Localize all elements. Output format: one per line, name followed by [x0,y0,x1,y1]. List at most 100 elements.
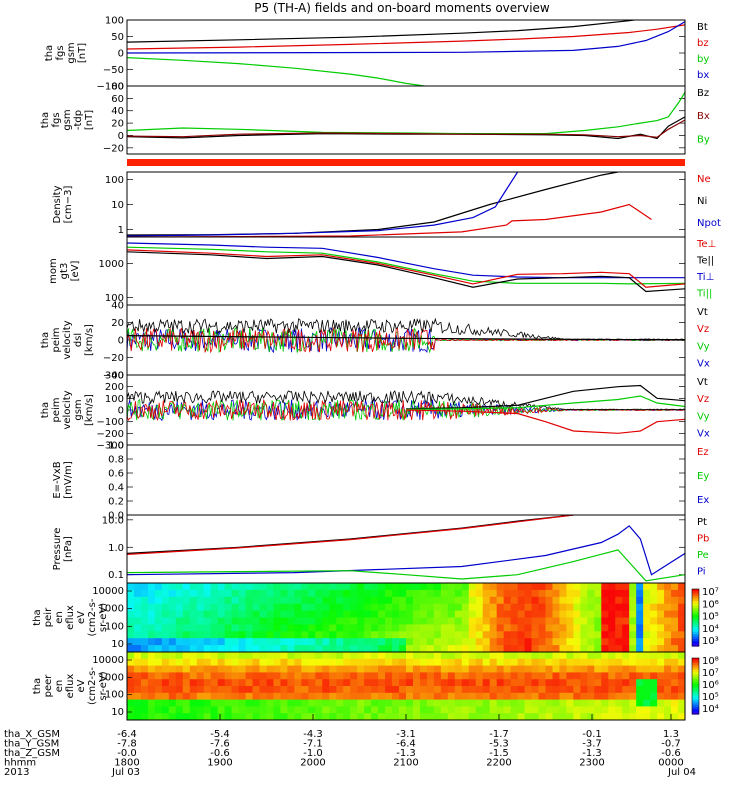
y-tick-label: 100 [105,394,124,405]
colorbar-tick: 10⁸ [702,656,719,667]
legend-entry: Te⊥ [696,239,716,250]
y-tick-label: 40 [111,106,124,117]
ephemeris-value: 0000 [658,758,683,769]
ephemeris-value: -0.6 [661,748,681,759]
colorbar-tick: 10⁴ [702,624,719,635]
panel-3: 100 10 1 Density [cm−3] Ne Ni Npot [52,171,721,238]
y-axis-label: (cm2-s- [87,667,98,705]
y-axis-label: eflux [65,605,76,630]
ephemeris-value: 1800 [114,758,139,769]
series-Vt [405,384,685,410]
spectrogram [127,583,685,652]
legend-entry: Vz [697,394,709,405]
y-tick-label: 0 [118,336,124,347]
y-axis-label: tha [40,112,51,128]
y-tick-label: 40 [111,301,124,312]
y-tick-label: 0 [118,406,124,417]
legend-entry: Ni [697,196,707,207]
y-axis-label: (cm2-s- [87,598,98,636]
y-tick-label: 0.0 [108,511,124,522]
y-tick-label: 100 [105,690,124,701]
ephemeris-value: -4.3 [303,729,323,740]
ephemeris-value: 1.3 [663,729,679,740]
colorbar-tick: 10⁷ [702,587,719,598]
series-By [127,91,685,135]
series-Pi [127,525,685,576]
y-axis-label: [nT] [84,110,95,130]
y-tick-label: 80 [111,82,124,93]
panel-4: 1000 100 mom gt3 [eV] Te⊥ Te|| Ti⊥ Ti|| [48,236,716,306]
series-Pt [127,515,574,554]
y-axis-label: sr-eV) [98,671,109,700]
y-axis-label: [nT] [77,43,88,63]
y-axis-label: [km/s] [84,394,95,426]
ephemeris-label: tha_X_GSM [4,729,60,740]
y-tick-label: 0.1 [108,570,124,581]
y-tick-label: 100 [105,175,124,186]
legend-entry: Ne [697,174,711,185]
y-axis-label: en [54,680,65,693]
y-tick-label: 200 [105,382,124,393]
legend-entry: Vy [697,341,710,352]
legend-entry: Pe [697,550,709,561]
legend-entry: Ti|| [696,289,712,300]
y-axis-label: [km/s] [84,324,95,356]
y-axis-label: eV [76,679,87,692]
y-axis-label: fgs [55,45,66,60]
legend-entry: Ti⊥ [696,272,714,283]
y-tick-label: −50 [103,65,124,76]
y-tick-label: 1 [118,225,124,236]
legend-entry: Vx [697,358,710,369]
series-Te⊥ [127,249,685,288]
y-axis-label: eflux [65,674,76,699]
y-tick-label: 10000 [92,586,124,597]
legend-entry: Vx [697,428,710,439]
ephemeris-value: -7.6 [210,739,230,750]
y-axis-label: tha [40,402,51,418]
y-axis-label: tha [44,45,55,61]
series-Bx [127,119,685,138]
legend-entry: Pi [697,567,706,578]
figure-title: P5 (TH-A) fields and on-board moments ov… [254,1,550,15]
y-axis-label: velocity [62,320,73,359]
y-tick-label: 60 [111,94,124,105]
series-group [127,91,685,140]
series-Vy [405,395,685,410]
ephemeris-value: Jul 04 [667,767,696,778]
ephemeris-value: 2200 [486,758,511,769]
ephemeris-table: tha_X_GSM -6.4 -5.4 -4.3 -3.1 -1.7 -0.1 1.3 tha_… [4,714,696,778]
legend-entry: Pt [697,517,707,528]
y-tick-label: 0.8 [108,455,124,466]
y-tick-label: 100 [105,16,124,27]
ephemeris-value: -1.5 [489,748,509,759]
legend-entry: Bz [697,88,709,99]
panel-5: 40 20 0 −20 −40 tha peim velocity dsl [km/s] Vt Vz V… [40,301,710,382]
ephemeris-value: -6.4 [117,729,137,740]
y-tick-label: 100 [105,293,124,304]
legend-entry: Vz [697,324,709,335]
y-axis-label: peer [43,674,54,698]
y-axis-label: velocity [62,390,73,429]
ephemeris-value: 2100 [393,758,418,769]
ephemeris-value: -1.7 [489,729,509,740]
panel-frame [126,444,686,516]
y-tick-label: 300 [105,371,124,382]
y-axis-label: gsm [66,42,77,63]
ephemeris-value: -3.7 [582,739,602,750]
ephemeris-label: tha_Z_GSM [4,748,60,759]
y-tick-label: −300 [97,441,124,452]
series-Bz [127,116,685,140]
series-group [127,172,652,237]
series-group [127,384,685,434]
legend-entry: By [697,134,710,145]
y-tick-label: 0 [118,49,124,60]
series-bz [127,24,685,50]
series-Vt [127,335,685,341]
legend-entry: Bx [697,111,710,122]
series-Te|| [127,251,685,293]
ephemeris-value: -6.4 [396,739,416,750]
